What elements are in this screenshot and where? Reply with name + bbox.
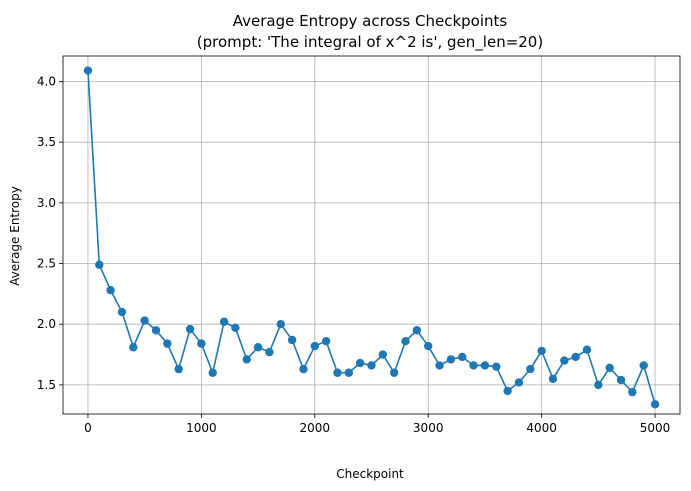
data-point xyxy=(231,323,240,333)
data-point xyxy=(344,368,354,377)
data-point xyxy=(276,319,285,329)
data-point xyxy=(480,361,490,370)
data-point xyxy=(639,361,648,370)
data-point xyxy=(594,380,603,390)
data-point xyxy=(401,336,410,346)
y-axis-label: Average Entropy xyxy=(8,186,22,286)
data-point xyxy=(265,347,274,357)
data-point xyxy=(571,352,580,362)
y-tick-label: 3.5 xyxy=(37,135,56,149)
data-point xyxy=(106,286,115,295)
data-point xyxy=(355,358,365,368)
data-point xyxy=(197,339,206,348)
data-point xyxy=(83,66,93,75)
grid-lines xyxy=(63,56,680,414)
data-point xyxy=(242,355,251,364)
data-point xyxy=(628,387,637,397)
data-point xyxy=(650,400,660,409)
x-tick-label: 0 xyxy=(84,421,92,435)
x-tick-label: 2000 xyxy=(300,421,331,435)
data-point xyxy=(208,368,217,377)
x-tick-label: 5000 xyxy=(640,421,671,435)
data-point xyxy=(492,362,501,371)
series-line xyxy=(87,70,656,405)
x-axis-label: Checkpoint xyxy=(336,467,404,481)
data-point xyxy=(446,355,456,364)
data-point xyxy=(435,361,444,370)
data-point xyxy=(514,378,524,387)
data-point xyxy=(287,335,297,345)
plot-frame xyxy=(62,55,681,415)
y-tick-label: 1.5 xyxy=(37,378,56,392)
data-point xyxy=(367,361,376,370)
data-point xyxy=(548,374,558,384)
x-tick-label: 1000 xyxy=(186,421,217,435)
data-point xyxy=(151,326,161,335)
data-point xyxy=(321,336,331,346)
axis-ticks: 0 1000 2000 3000 4000 5000 1.5 2.0 2.5 3.0 3.5 4.0 xyxy=(37,74,670,435)
data-point xyxy=(117,307,127,317)
data-point xyxy=(219,317,229,326)
data-point xyxy=(129,343,138,352)
x-tick-label: 3000 xyxy=(413,421,444,435)
data-point xyxy=(458,352,467,362)
data-point xyxy=(163,339,172,348)
chart-subtitle: (prompt: 'The integral of x^2 is', gen_l… xyxy=(197,33,543,52)
y-tick-label: 2.0 xyxy=(37,317,56,331)
y-tick-label: 2.5 xyxy=(37,257,56,271)
data-point xyxy=(469,361,478,370)
data-point xyxy=(560,356,569,365)
data-point xyxy=(582,345,592,354)
data-point xyxy=(253,343,263,352)
data-point xyxy=(616,375,626,385)
y-tick-label: 4.0 xyxy=(37,74,56,88)
data-point xyxy=(174,364,183,374)
data-point xyxy=(412,326,422,335)
data-point xyxy=(140,316,149,325)
x-tick-label: 4000 xyxy=(526,421,557,435)
data-point xyxy=(424,341,433,351)
data-point xyxy=(333,368,342,377)
data-point xyxy=(389,368,399,377)
data-point xyxy=(526,364,535,374)
series-layer xyxy=(83,66,660,409)
data-point xyxy=(95,260,104,269)
data-point xyxy=(310,341,319,351)
data-point xyxy=(605,363,614,373)
chart-title: Average Entropy across Checkpoints xyxy=(233,12,508,30)
data-point xyxy=(503,386,512,396)
data-point xyxy=(378,350,388,359)
data-point xyxy=(185,324,195,334)
data-point xyxy=(537,346,546,356)
data-point xyxy=(299,364,308,374)
y-tick-label: 3.0 xyxy=(37,196,56,210)
